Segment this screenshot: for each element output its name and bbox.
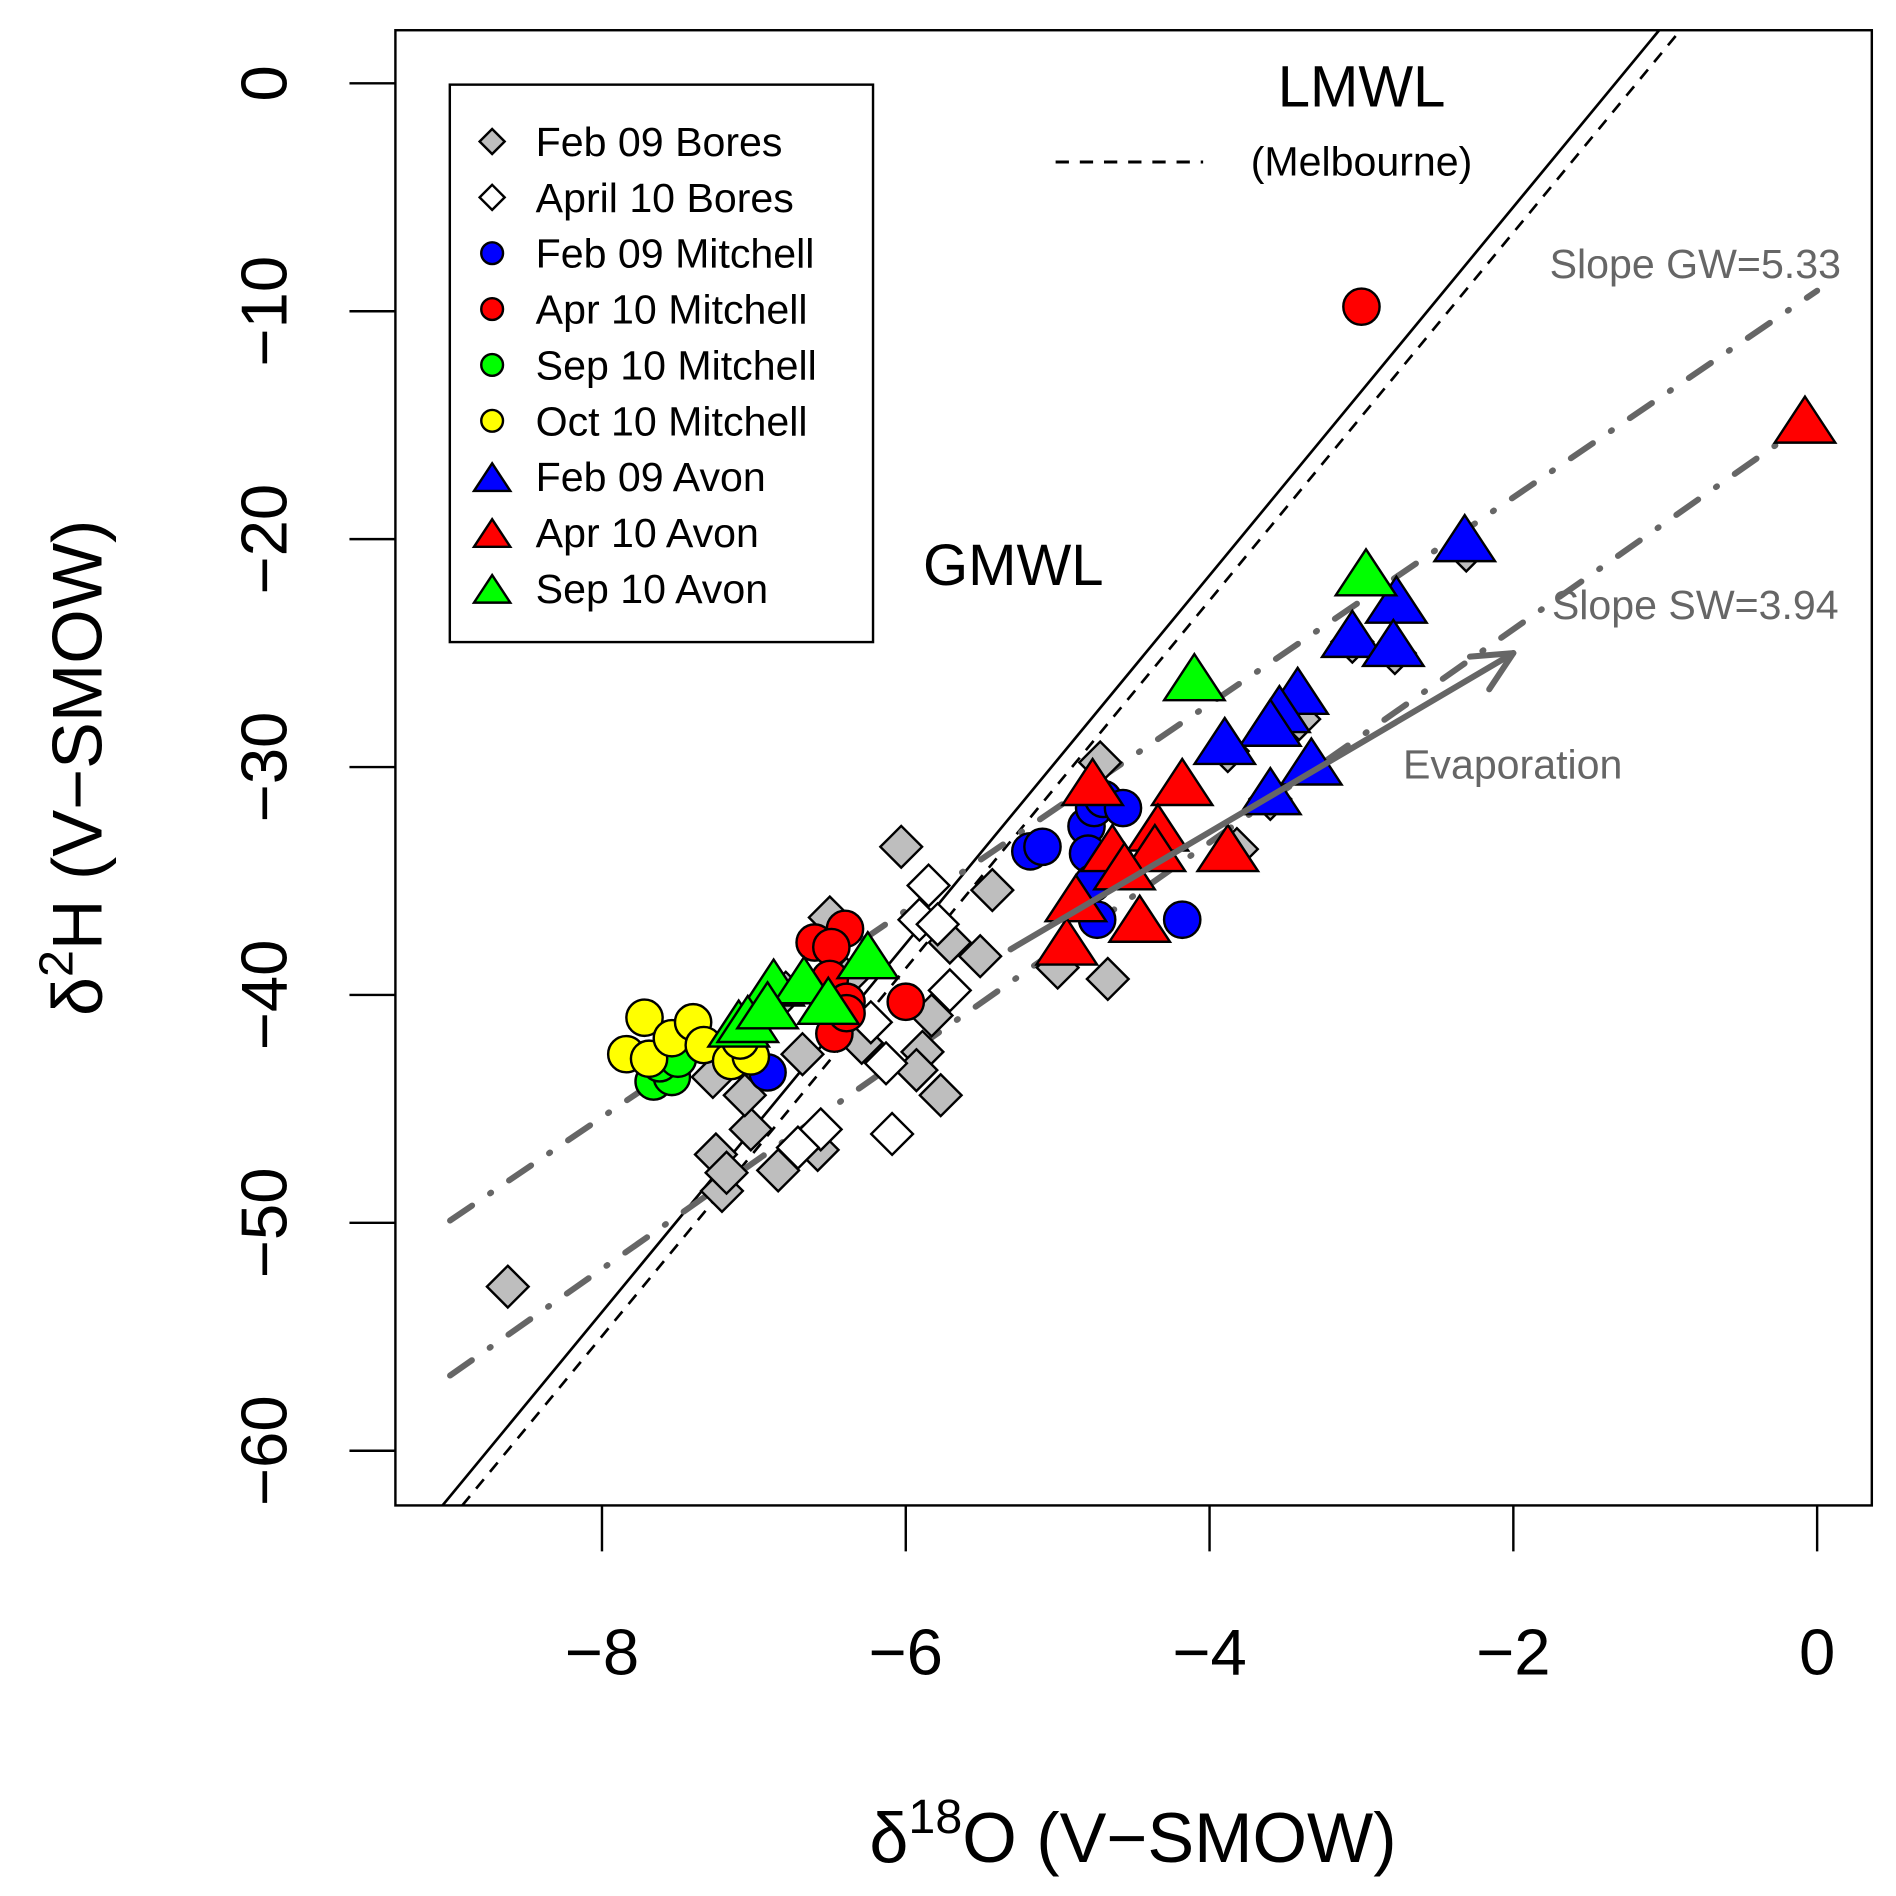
legend-label: Sep 10 Avon (536, 566, 768, 612)
apr-10-mitchell-point (886, 982, 926, 1022)
feb-09-bores-point (969, 867, 1015, 913)
x-tick-label: 0 (1799, 1616, 1835, 1689)
apr-10-avon-point (1092, 841, 1157, 891)
gmwl-label: GMWL (923, 533, 1104, 598)
legend-marker-triangle-icon (471, 461, 513, 493)
feb-09-bores-point (918, 1072, 964, 1118)
apr-10-avon-point (1034, 916, 1100, 966)
evaporation-label: Evaporation (1403, 742, 1622, 788)
feb-09-bores-point (703, 1150, 750, 1196)
legend-label: Feb 09 Mitchell (536, 231, 815, 277)
legend-item-apr-10-avon: Apr 10 Avon (471, 510, 759, 556)
legend-marker-circle-icon (480, 241, 505, 266)
legend-label: April 10 Bores (536, 175, 794, 221)
feb-09-mitchell-point (1023, 827, 1062, 867)
legend-item-feb-09-avon: Feb 09 Avon (471, 454, 766, 500)
melbourne-label: (Melbourne) (1251, 138, 1473, 184)
sep-10-avon-point (835, 929, 901, 980)
april-10-bores-point (927, 967, 973, 1013)
legend-marker-triangle-icon (471, 572, 513, 604)
apr-10-avon-point (1195, 822, 1261, 873)
feb-09-bores-point (485, 1264, 531, 1310)
feb-09-bores-point (1085, 956, 1131, 1002)
legend-item-sep-10-mitchell: Sep 10 Mitchell (480, 342, 817, 388)
sep-10-avon-point (1333, 547, 1399, 597)
feb-09-avon-point (1319, 608, 1385, 659)
feb-09-bores-point (779, 1031, 826, 1077)
evaporation-arrow-head (1466, 650, 1517, 693)
april-10-bores-point (915, 901, 961, 947)
lmwl-label: LMWL (1278, 54, 1446, 119)
feb-09-mitchell-point (1162, 900, 1202, 940)
feb-09-bores-point (728, 1106, 774, 1152)
legend-label: Sep 10 Mitchell (536, 342, 817, 388)
y-tick-label: −20 (228, 484, 301, 595)
y-tick-label: −10 (228, 256, 301, 367)
legend-marker-circle-icon (480, 296, 505, 322)
legend-item-oct-10-mitchell: Oct 10 Mitchell (480, 398, 808, 444)
slope-gw-line (447, 287, 1821, 1224)
slope-sw-label: Slope SW=3.94 (1552, 582, 1839, 628)
legend-label: Apr 10 Avon (536, 510, 759, 556)
y-tick-label: −40 (228, 940, 301, 1051)
feb-09-avon-point (1432, 512, 1498, 563)
april-10-bores-point (775, 1125, 821, 1171)
legend-marker-diamond-icon (477, 127, 507, 156)
legend-item-apr-10-mitchell: Apr 10 Mitchell (480, 287, 808, 333)
evaporation-arrow-shaft (1007, 650, 1517, 953)
y-tick-label: 0 (228, 65, 301, 101)
x-axis-title: δ18O (V−SMOW) (869, 1790, 1396, 1877)
legend-item-sep-10-avon: Sep 10 Avon (471, 566, 768, 612)
feb-09-bores-point (878, 824, 924, 870)
x-tick-label: −4 (1172, 1616, 1246, 1689)
apr-10-avon-point (1060, 756, 1126, 807)
x-tick-label: −6 (869, 1616, 943, 1689)
legend-marker-circle-icon (480, 408, 505, 433)
y-axis-title: δ2H (V−SMOW) (30, 520, 117, 1016)
y-tick-label: −30 (228, 712, 301, 823)
sep-10-avon-point (1161, 651, 1227, 702)
gmwl-line (441, 30, 1661, 1506)
feb-09-avon-point (1360, 617, 1426, 668)
apr-10-mitchell-point (1342, 287, 1381, 327)
legend-marker-triangle-icon (471, 516, 513, 548)
legend-item-feb-09-bores: Feb 09 Bores (477, 119, 783, 165)
legend-box (448, 83, 875, 644)
feb-09-avon-point (1192, 715, 1258, 766)
legend-label: Oct 10 Mitchell (536, 398, 808, 444)
legend-item-feb-09-mitchell: Feb 09 Mitchell (480, 231, 815, 277)
y-tick-label: −50 (228, 1167, 301, 1278)
feb-09-bores-point (957, 933, 1003, 979)
y-tick-label: −60 (228, 1395, 301, 1506)
april-10-bores-point (863, 1040, 909, 1086)
apr-10-avon-point (1772, 394, 1838, 444)
slope-gw-label: Slope GW=5.33 (1550, 241, 1841, 287)
apr-10-avon-point (1107, 893, 1173, 943)
axes: −8 −6 −4 −2 00−10−20−30−40−50−60 (228, 65, 1836, 1689)
feb-09-avon-point (1237, 697, 1303, 747)
x-tick-label: −2 (1476, 1616, 1550, 1689)
legend-label: Apr 10 Mitchell (536, 287, 808, 333)
sep-10-avon-point (735, 980, 801, 1030)
legend-label: Feb 09 Avon (536, 454, 766, 500)
legend-marker-diamond-icon (477, 183, 507, 212)
legend-label: Feb 09 Bores (536, 119, 783, 165)
sep-10-avon-point (795, 975, 861, 1025)
x-tick-label: −8 (565, 1616, 639, 1689)
legend-item-april-10-bores: April 10 Bores (477, 175, 794, 221)
apr-10-avon-point (1149, 756, 1215, 807)
data-points (485, 287, 1838, 1310)
apr-10-avon-point (1043, 872, 1109, 923)
slope-sw-line (447, 413, 1821, 1379)
legend: Feb 09 Bores April 10 Bores Feb 09 Mitchel… (471, 119, 817, 612)
reference-lines (441, 30, 1821, 1506)
lmwl-melbourne-line (461, 30, 1682, 1506)
april-10-bores-point (869, 1111, 915, 1157)
legend-marker-circle-icon (480, 352, 505, 378)
apr-10-avon-point (1122, 822, 1188, 873)
oct-10-mitchell-point (625, 998, 664, 1038)
